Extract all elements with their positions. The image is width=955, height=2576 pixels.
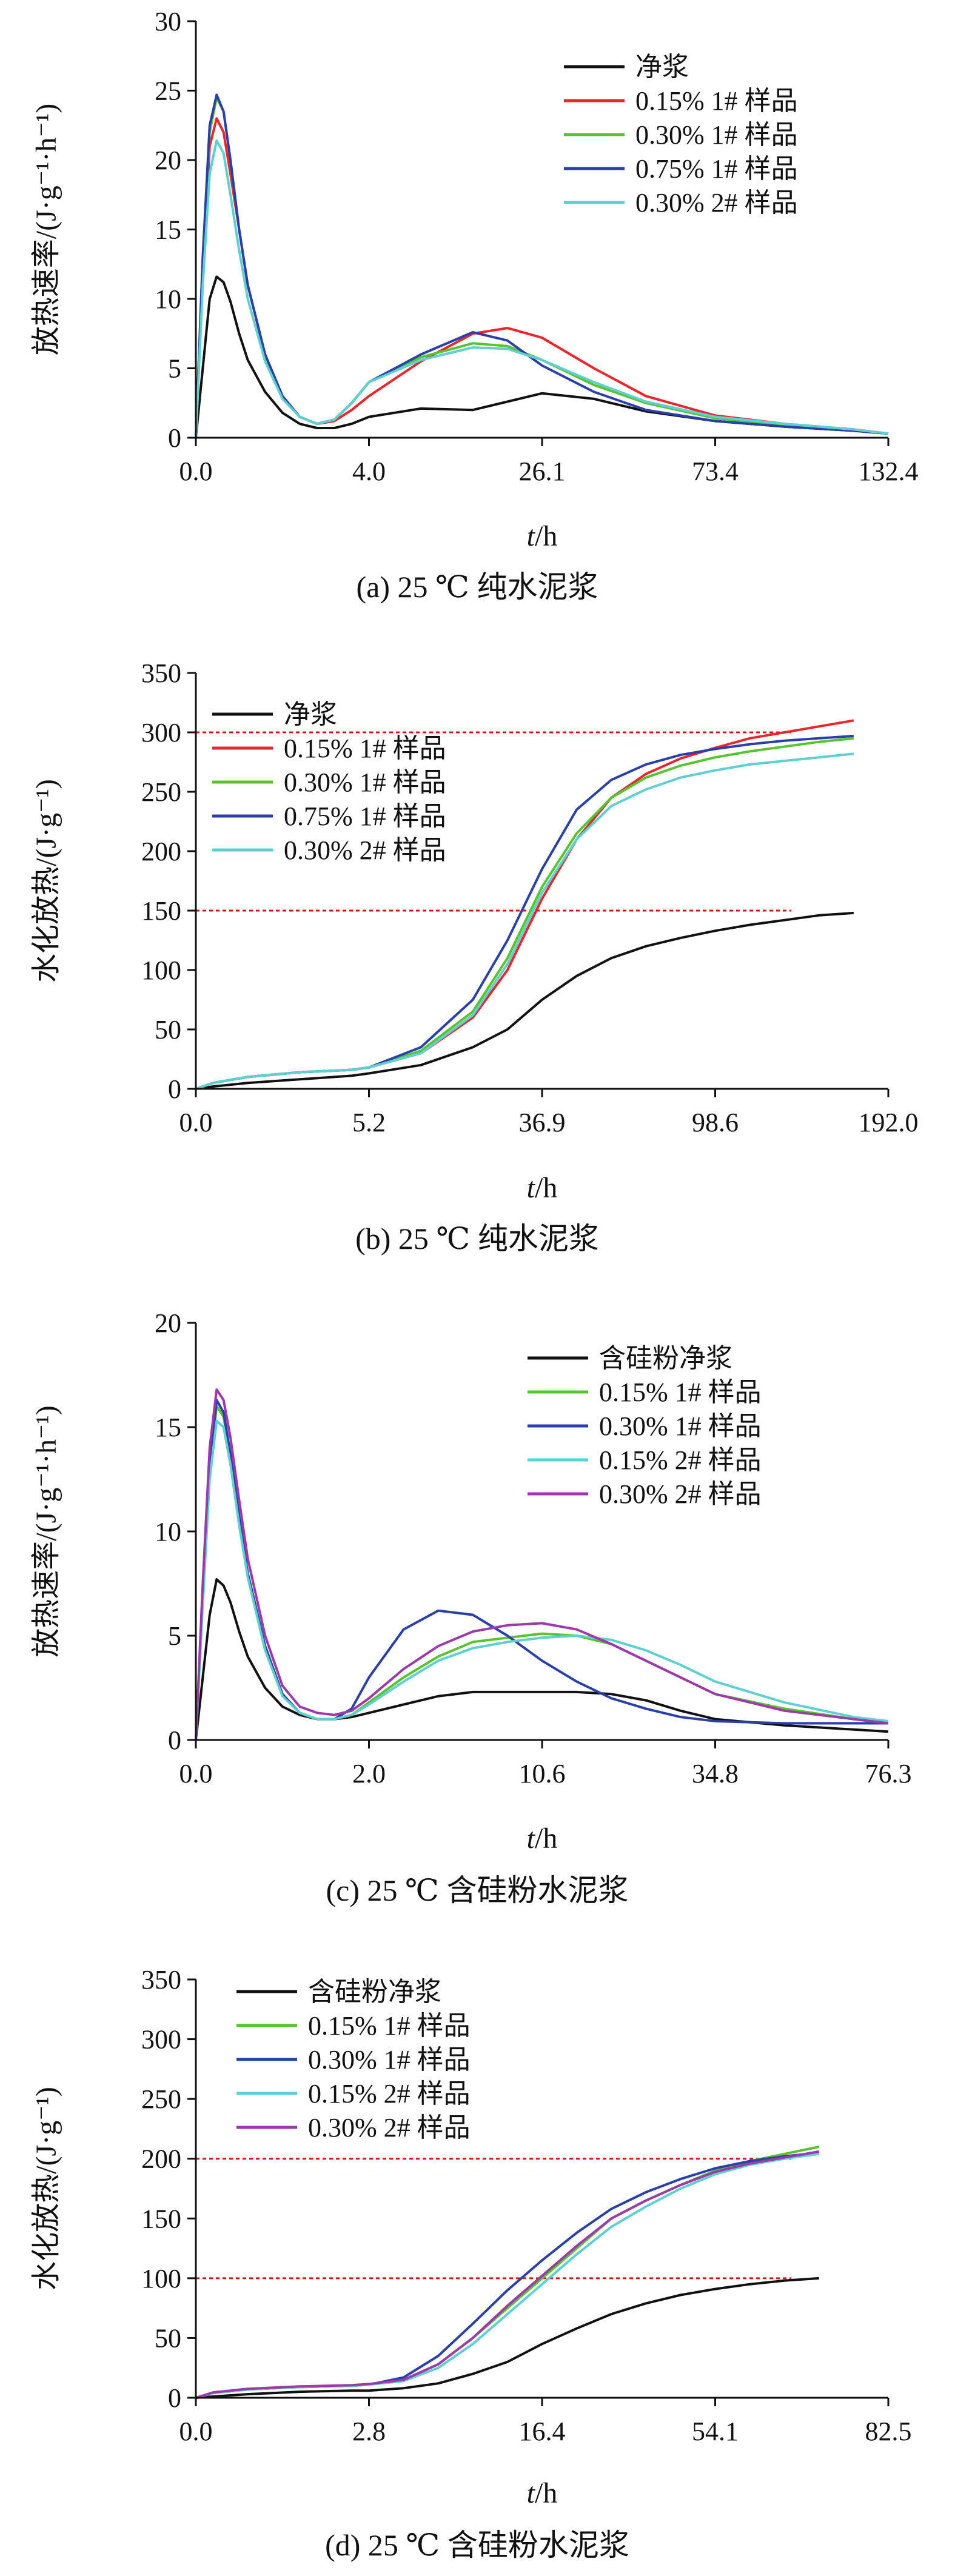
- y-tick-label: 250: [141, 777, 181, 807]
- y-tick-label: 0: [168, 1725, 181, 1755]
- y-tick-label: 5: [168, 1621, 181, 1651]
- y-tick-label: 150: [141, 896, 181, 926]
- y-tick-label: 0: [168, 1074, 181, 1104]
- x-tick-label: 2.8: [352, 2417, 386, 2446]
- series-line-4: [195, 2150, 820, 2399]
- x-axis-label: t/h: [527, 1822, 558, 1855]
- y-tick-label: 15: [155, 215, 181, 245]
- y-tick-label: 50: [155, 1015, 181, 1045]
- series-line-1: [195, 1405, 889, 1741]
- series-line-2: [195, 1399, 888, 1741]
- legend-label: 净浆: [284, 700, 337, 729]
- x-tick-label: 2.0: [352, 1759, 386, 1788]
- series-line-1: [195, 2146, 820, 2399]
- legend-label: 0.30% 1# 样品: [308, 2045, 471, 2075]
- x-tick-label: 98.6: [692, 1108, 739, 1137]
- x-tick-label: 10.6: [519, 1759, 566, 1788]
- y-tick-label: 25: [155, 76, 181, 106]
- y-axis-label: 放热速率/(J·g⁻¹·h⁻¹): [30, 1405, 62, 1657]
- legend-label: 0.30% 1# 样品: [284, 768, 446, 797]
- legend-label: 含硅粉净浆: [308, 1977, 441, 2007]
- legend-label: 0.30% 2# 样品: [635, 188, 798, 218]
- x-tick-label: 0.0: [179, 2417, 213, 2446]
- y-axis-label: 水化放热/(J·g⁻¹): [30, 2087, 62, 2290]
- legend-label: 0.30% 1# 样品: [599, 1411, 762, 1441]
- y-tick-label: 150: [141, 2204, 181, 2233]
- series-line-4: [195, 752, 854, 1090]
- legend-label: 0.15% 2# 样品: [599, 1445, 762, 1475]
- series-line-4: [195, 1388, 889, 1741]
- legend-label: 0.75% 1# 样品: [284, 801, 446, 831]
- y-tick-label: 20: [155, 1308, 181, 1338]
- legend-label: 0.15% 1# 样品: [599, 1377, 762, 1407]
- y-tick-label: 200: [141, 837, 181, 866]
- chart-panel-1: 0 50 100 150 200 250 300 350 0.0 5.2 36.9 98.6 192.0…: [30, 658, 919, 1256]
- x-axis-label: t/h: [527, 2477, 558, 2509]
- series-line-0: [195, 2277, 819, 2399]
- series-line-0: [195, 1578, 889, 1741]
- y-tick-label: 20: [155, 146, 181, 175]
- legend-label: 净浆: [635, 52, 689, 82]
- legend-label: 0.30% 2# 样品: [308, 2113, 471, 2143]
- panel-caption: (c) 25 ℃ 含硅粉水泥浆: [326, 1873, 629, 1907]
- series-line-0: [195, 275, 889, 438]
- legend-label: 0.15% 1# 样品: [284, 734, 446, 763]
- x-tick-label: 192.0: [859, 1108, 919, 1137]
- y-axis-label: 放热速率/(J·g⁻¹·h⁻¹): [30, 104, 62, 355]
- chart-panel-0: 0 5 10 15 20 25 30 0.0 4.0 26.1 73.4 132.4 t/h 放热速率/(…: [30, 7, 919, 604]
- y-axis-label: 水化放热/(J·g⁻¹): [30, 779, 62, 983]
- x-tick-label: 0.0: [179, 1108, 213, 1137]
- legend-label: 0.75% 1# 样品: [635, 154, 798, 184]
- x-tick-label: 54.1: [692, 2417, 739, 2446]
- x-tick-label: 0.0: [179, 457, 213, 486]
- x-tick-label: 36.9: [519, 1108, 566, 1137]
- panel-caption: (d) 25 ℃ 含硅粉水泥浆: [325, 2528, 629, 2562]
- x-axis-label: t/h: [527, 520, 558, 552]
- chart-panel-3: 0 50 100 150 200 250 300 350 0.0 2.8 16.4 54.1 82.5 t…: [30, 1965, 912, 2562]
- x-tick-label: 76.3: [865, 1759, 912, 1788]
- legend-label: 0.15% 1# 样品: [308, 2011, 471, 2041]
- y-tick-label: 300: [141, 2025, 181, 2055]
- x-tick-label: 82.5: [865, 2417, 912, 2446]
- y-tick-label: 10: [155, 284, 181, 314]
- y-tick-label: 350: [141, 658, 181, 688]
- panel-caption: (b) 25 ℃ 纯水泥浆: [355, 1222, 599, 1256]
- series-line-0: [195, 911, 854, 1090]
- series-line-3: [195, 1419, 889, 1741]
- x-tick-label: 5.2: [352, 1108, 386, 1137]
- y-tick-label: 30: [155, 7, 181, 36]
- y-tick-label: 0: [168, 423, 181, 453]
- series-line-4: [195, 139, 889, 438]
- y-tick-label: 250: [141, 2084, 181, 2114]
- legend-label: 0.30% 2# 样品: [599, 1479, 762, 1509]
- y-tick-label: 50: [155, 2323, 181, 2353]
- x-tick-label: 73.4: [692, 457, 739, 486]
- panel-caption: (a) 25 ℃ 纯水泥浆: [357, 570, 598, 604]
- y-tick-label: 200: [141, 2144, 181, 2174]
- legend-label: 含硅粉净浆: [599, 1343, 732, 1373]
- legend-label: 0.15% 1# 样品: [635, 86, 798, 116]
- y-tick-label: 15: [155, 1413, 181, 1442]
- x-tick-label: 0.0: [179, 1759, 213, 1788]
- legend-label: 0.30% 2# 样品: [284, 835, 446, 865]
- y-tick-label: 300: [141, 718, 181, 748]
- y-tick-label: 10: [155, 1517, 181, 1547]
- series-line-1: [195, 117, 889, 438]
- y-tick-label: 350: [141, 1965, 181, 1995]
- y-tick-label: 100: [141, 955, 181, 985]
- x-axis-label: t/h: [527, 1172, 558, 1204]
- y-tick-label: 5: [168, 354, 181, 384]
- chart-panel-2: 0 5 10 15 20 0.0 2.0 10.6 34.8 76.3 t/h 放热速率/(J·g⁻¹…: [30, 1308, 912, 1907]
- x-tick-label: 132.4: [859, 457, 919, 486]
- legend-label: 0.30% 1# 样品: [635, 120, 798, 150]
- x-tick-label: 26.1: [519, 457, 566, 486]
- legend-label: 0.15% 2# 样品: [308, 2079, 471, 2109]
- y-tick-label: 100: [141, 2264, 181, 2293]
- x-tick-label: 4.0: [352, 457, 386, 486]
- x-tick-label: 16.4: [519, 2417, 566, 2446]
- x-tick-label: 34.8: [692, 1759, 739, 1788]
- y-tick-label: 0: [168, 2383, 181, 2413]
